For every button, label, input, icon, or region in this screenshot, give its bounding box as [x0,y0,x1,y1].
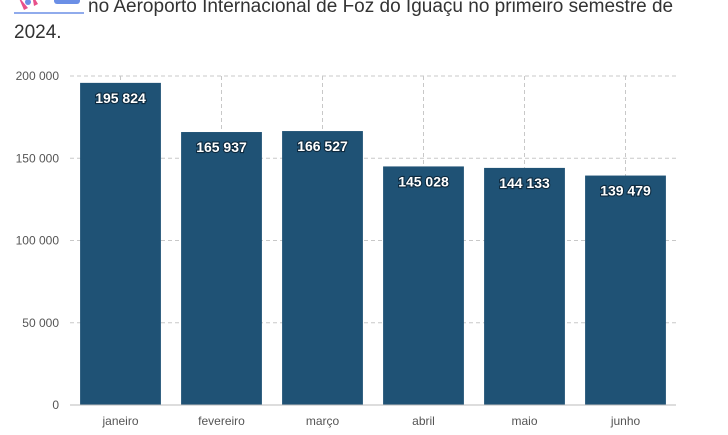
bar-value-label: 144 133 [499,175,550,191]
chart-title: no Aeroporto Internacional de Foz do Igu… [14,0,714,46]
bar-value-label: 165 937 [196,139,247,155]
bar-janeiro [80,82,161,406]
bar-março [282,131,363,405]
airplane-travel-icon [14,0,84,14]
x-tick-label: junho [610,414,641,428]
x-tick-label: fevereiro [198,414,245,428]
bar-junho [585,175,666,405]
bar-value-label: 139 479 [600,183,651,199]
x-tick-label: janeiro [101,414,138,428]
bar-value-label: 145 028 [398,173,449,189]
bar-abril [383,166,464,405]
bar-maio [484,167,565,405]
y-tick-label: 200 000 [16,69,60,83]
bar-value-label: 195 824 [95,90,146,106]
bar-value-label: 166 527 [297,138,348,154]
y-tick-label: 50 000 [22,316,59,330]
x-tick-label: março [306,414,340,428]
x-tick-label: maio [511,414,537,428]
bar-fevereiro [181,132,262,405]
x-tick-label: abril [412,414,435,428]
y-tick-label: 0 [52,398,59,412]
y-tick-label: 100 000 [16,234,60,248]
y-tick-label: 150 000 [16,151,60,165]
chart-title-text: no Aeroporto Internacional de Foz do Igu… [14,0,674,43]
